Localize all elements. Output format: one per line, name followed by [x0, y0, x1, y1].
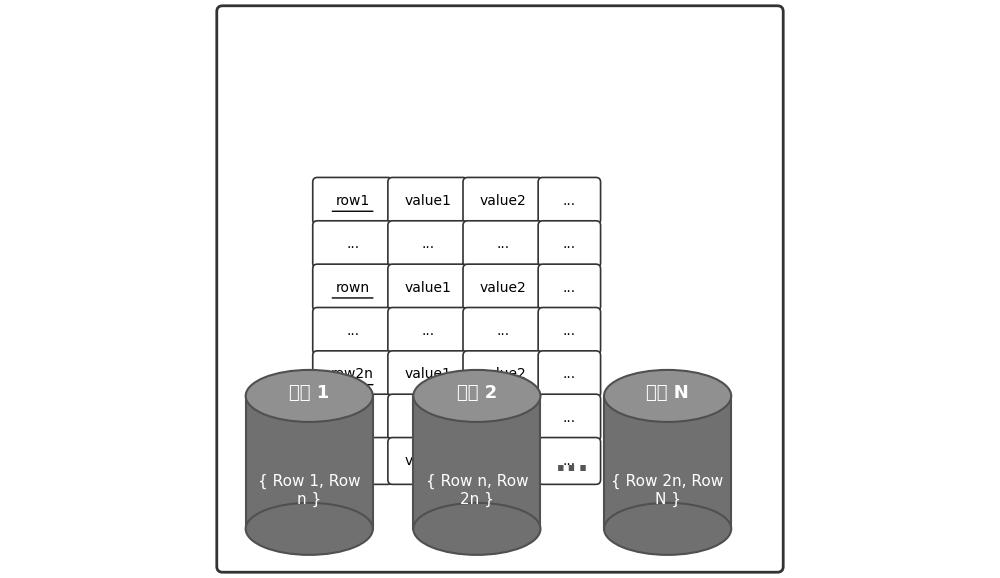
Ellipse shape	[413, 370, 540, 422]
Text: value2: value2	[480, 280, 526, 295]
Text: value2: value2	[480, 367, 526, 381]
Text: ...: ...	[563, 324, 576, 338]
Text: value1: value1	[404, 367, 451, 381]
Text: value1: value1	[404, 280, 451, 295]
FancyBboxPatch shape	[388, 221, 468, 268]
Text: value2: value2	[480, 194, 526, 208]
FancyBboxPatch shape	[388, 177, 468, 224]
FancyBboxPatch shape	[313, 221, 392, 268]
FancyBboxPatch shape	[313, 264, 392, 311]
Text: 机器 N: 机器 N	[646, 384, 689, 402]
FancyBboxPatch shape	[463, 264, 543, 311]
FancyBboxPatch shape	[313, 307, 392, 354]
FancyBboxPatch shape	[388, 394, 468, 441]
Text: row1: row1	[335, 194, 370, 208]
FancyBboxPatch shape	[463, 307, 543, 354]
FancyBboxPatch shape	[463, 438, 543, 484]
FancyBboxPatch shape	[463, 394, 543, 441]
FancyBboxPatch shape	[538, 394, 601, 441]
Text: ...: ...	[563, 367, 576, 381]
Text: ...: ...	[421, 410, 434, 425]
FancyBboxPatch shape	[313, 351, 392, 398]
FancyBboxPatch shape	[217, 6, 783, 572]
Text: ...: ...	[555, 448, 590, 477]
FancyBboxPatch shape	[463, 177, 543, 224]
Ellipse shape	[413, 503, 540, 555]
Text: rown: rown	[336, 280, 370, 295]
Text: ...: ...	[563, 194, 576, 208]
Text: 机器 1: 机器 1	[289, 384, 329, 402]
FancyBboxPatch shape	[463, 221, 543, 268]
Text: ...: ...	[563, 237, 576, 251]
FancyBboxPatch shape	[538, 221, 601, 268]
Text: ...: ...	[563, 454, 576, 468]
Text: value2: value2	[480, 454, 526, 468]
FancyBboxPatch shape	[388, 438, 468, 484]
Text: value1: value1	[404, 454, 451, 468]
Text: ...: ...	[496, 237, 509, 251]
Text: { Row n, Row
2n }: { Row n, Row 2n }	[426, 474, 528, 506]
Text: ...: ...	[496, 324, 509, 338]
Text: ...: ...	[346, 237, 359, 251]
FancyBboxPatch shape	[538, 177, 601, 224]
Polygon shape	[413, 396, 540, 529]
Text: ...: ...	[563, 410, 576, 425]
FancyBboxPatch shape	[538, 264, 601, 311]
Ellipse shape	[246, 370, 373, 422]
Text: rowN: rowN	[335, 454, 370, 468]
Text: row2n: row2n	[331, 367, 374, 381]
FancyBboxPatch shape	[313, 394, 392, 441]
Text: ...: ...	[496, 410, 509, 425]
Text: ...: ...	[421, 237, 434, 251]
FancyBboxPatch shape	[388, 351, 468, 398]
FancyBboxPatch shape	[463, 351, 543, 398]
FancyBboxPatch shape	[313, 177, 392, 224]
Polygon shape	[246, 396, 373, 529]
FancyBboxPatch shape	[538, 438, 601, 484]
FancyBboxPatch shape	[538, 351, 601, 398]
FancyBboxPatch shape	[538, 307, 601, 354]
Text: ...: ...	[563, 280, 576, 295]
Polygon shape	[604, 396, 731, 529]
FancyBboxPatch shape	[388, 264, 468, 311]
FancyBboxPatch shape	[388, 307, 468, 354]
Text: { Row 1, Row
n }: { Row 1, Row n }	[258, 474, 361, 506]
Ellipse shape	[246, 503, 373, 555]
Text: { Row 2n, Row
N }: { Row 2n, Row N }	[611, 474, 724, 506]
Text: ...: ...	[421, 324, 434, 338]
Text: value1: value1	[404, 194, 451, 208]
Ellipse shape	[604, 503, 731, 555]
Text: 机器 2: 机器 2	[457, 384, 497, 402]
Ellipse shape	[604, 370, 731, 422]
Text: ...: ...	[346, 410, 359, 425]
FancyBboxPatch shape	[313, 438, 392, 484]
Text: ...: ...	[346, 324, 359, 338]
